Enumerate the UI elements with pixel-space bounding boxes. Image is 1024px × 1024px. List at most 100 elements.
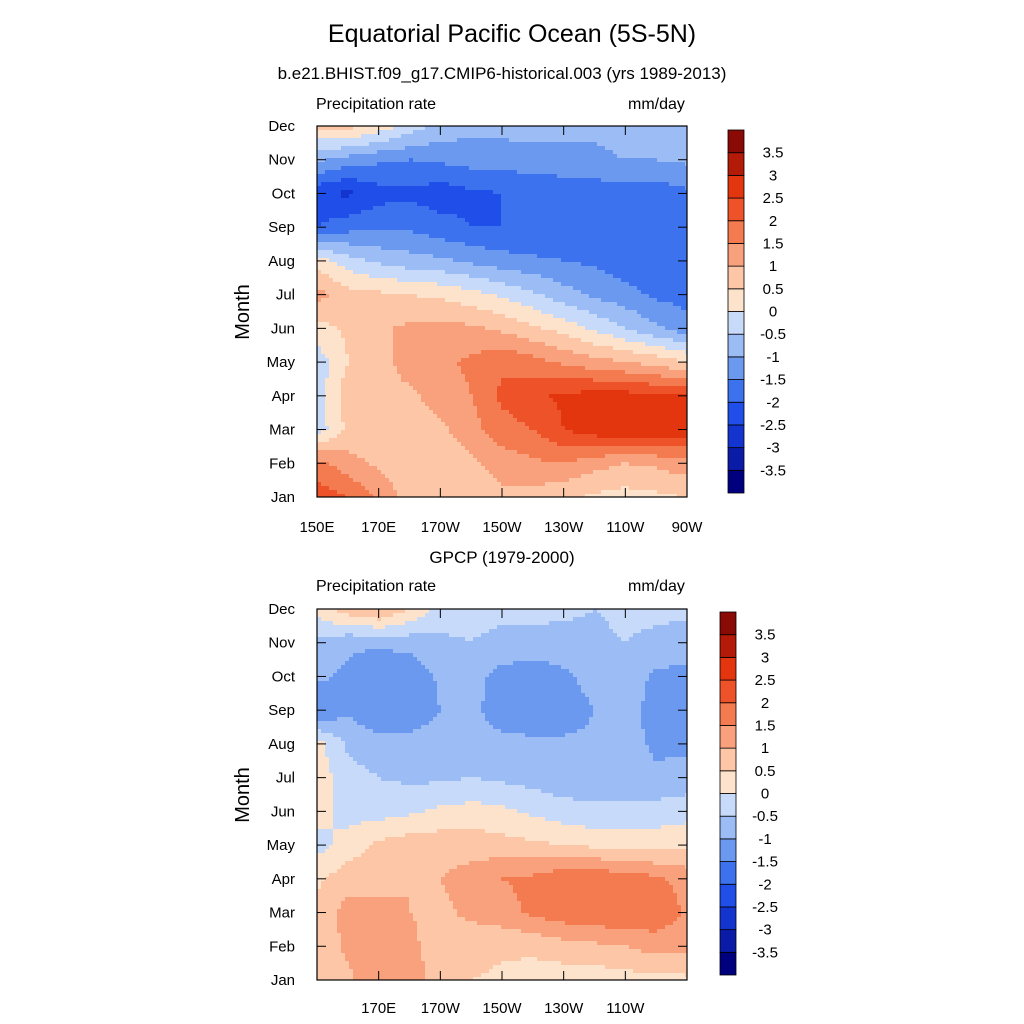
heatmap-cell bbox=[621, 282, 625, 286]
heatmap-cell bbox=[657, 222, 661, 226]
heatmap-cell bbox=[605, 174, 609, 178]
heatmap-cell bbox=[569, 190, 573, 194]
heatmap-cell bbox=[417, 202, 421, 206]
heatmap-cell bbox=[417, 174, 421, 178]
heatmap-cell bbox=[565, 226, 569, 230]
heatmap-cell bbox=[421, 250, 425, 254]
heatmap-cell bbox=[425, 238, 429, 242]
heatmap-cell bbox=[449, 202, 453, 206]
heatmap-cell bbox=[409, 230, 413, 234]
heatmap-cell bbox=[357, 202, 361, 206]
heatmap-cell bbox=[589, 238, 593, 242]
heatmap-cell bbox=[669, 162, 673, 166]
heatmap-cell bbox=[341, 206, 345, 210]
heatmap-cell bbox=[597, 214, 601, 218]
heatmap-cell bbox=[509, 142, 513, 146]
heatmap-cell bbox=[641, 266, 645, 270]
heatmap-cell bbox=[501, 246, 505, 250]
heatmap-cell bbox=[397, 274, 401, 278]
heatmap-cell bbox=[409, 142, 413, 146]
heatmap-cell bbox=[369, 182, 373, 186]
heatmap-cell bbox=[441, 242, 445, 246]
heatmap-cell bbox=[337, 158, 341, 162]
heatmap-cell bbox=[321, 238, 325, 242]
heatmap-cell bbox=[665, 178, 669, 182]
heatmap-cell bbox=[485, 174, 489, 178]
heatmap-cell bbox=[397, 178, 401, 182]
heatmap-cell bbox=[581, 238, 585, 242]
heatmap-cell bbox=[329, 206, 333, 210]
heatmap-cell bbox=[501, 270, 505, 274]
heatmap-cell bbox=[441, 222, 445, 226]
heatmap-cell bbox=[593, 242, 597, 246]
heatmap-cell bbox=[541, 250, 545, 254]
heatmap-cell bbox=[593, 278, 597, 282]
heatmap-cell bbox=[637, 238, 641, 242]
heatmap-cell bbox=[349, 130, 353, 134]
heatmap-cell bbox=[433, 190, 437, 194]
heatmap-cell bbox=[361, 226, 365, 230]
heatmap-cell bbox=[513, 242, 517, 246]
heatmap-cell bbox=[405, 202, 409, 206]
heatmap-cell bbox=[673, 198, 677, 202]
heatmap-cell bbox=[521, 190, 525, 194]
heatmap-cell bbox=[541, 154, 545, 158]
heatmap-cell bbox=[521, 250, 525, 254]
heatmap-cell bbox=[417, 286, 421, 290]
heatmap-cell bbox=[321, 266, 325, 270]
heatmap-cell bbox=[401, 186, 405, 190]
heatmap-cell bbox=[677, 126, 681, 130]
heatmap-cell bbox=[613, 218, 617, 222]
heatmap-cell bbox=[601, 134, 605, 138]
heatmap-cell bbox=[373, 254, 377, 258]
heatmap-cell bbox=[453, 158, 457, 162]
heatmap-cell bbox=[353, 134, 357, 138]
heatmap-cell bbox=[477, 134, 481, 138]
heatmap-cell bbox=[433, 226, 437, 230]
heatmap-cell bbox=[565, 266, 569, 270]
heatmap-cell bbox=[401, 174, 405, 178]
heatmap-cell bbox=[645, 278, 649, 282]
heatmap-cell bbox=[649, 142, 653, 146]
heatmap-cell bbox=[533, 142, 537, 146]
heatmap-cell bbox=[361, 174, 365, 178]
heatmap-cell bbox=[509, 210, 513, 214]
heatmap-cell bbox=[405, 146, 409, 150]
heatmap-cell bbox=[337, 206, 341, 210]
heatmap-cell bbox=[417, 230, 421, 234]
heatmap-cell bbox=[585, 266, 589, 270]
heatmap-cell bbox=[585, 206, 589, 210]
heatmap-cell bbox=[681, 254, 685, 258]
heatmap-cell bbox=[469, 282, 473, 286]
heatmap-cell bbox=[417, 198, 421, 202]
heatmap-cell bbox=[553, 266, 557, 270]
heatmap-cell bbox=[393, 226, 397, 230]
heatmap-cell bbox=[465, 186, 469, 190]
heatmap-cell bbox=[401, 222, 405, 226]
heatmap-cell bbox=[533, 230, 537, 234]
heatmap-cell bbox=[337, 138, 341, 142]
heatmap-cell bbox=[465, 206, 469, 210]
heatmap-cell bbox=[669, 150, 673, 154]
heatmap-cell bbox=[493, 222, 497, 226]
heatmap-cell bbox=[393, 194, 397, 198]
heatmap-cell bbox=[661, 282, 665, 286]
heatmap-cell bbox=[533, 254, 537, 258]
heatmap-cell bbox=[525, 134, 529, 138]
heatmap-cell bbox=[673, 246, 677, 250]
heatmap-cell bbox=[601, 270, 605, 274]
heatmap-cell bbox=[533, 150, 537, 154]
heatmap-cell bbox=[413, 146, 417, 150]
heatmap-cell bbox=[501, 242, 505, 246]
heatmap-cell bbox=[405, 154, 409, 158]
heatmap-cell bbox=[449, 206, 453, 210]
heatmap-cell bbox=[385, 150, 389, 154]
heatmap-cell bbox=[513, 182, 517, 186]
heatmap-cell bbox=[569, 242, 573, 246]
heatmap-cell bbox=[545, 286, 549, 290]
heatmap-cell bbox=[385, 254, 389, 258]
heatmap-cell bbox=[437, 286, 441, 290]
heatmap-cell bbox=[365, 138, 369, 142]
heatmap-cell bbox=[601, 170, 605, 174]
heatmap-cell bbox=[673, 130, 677, 134]
